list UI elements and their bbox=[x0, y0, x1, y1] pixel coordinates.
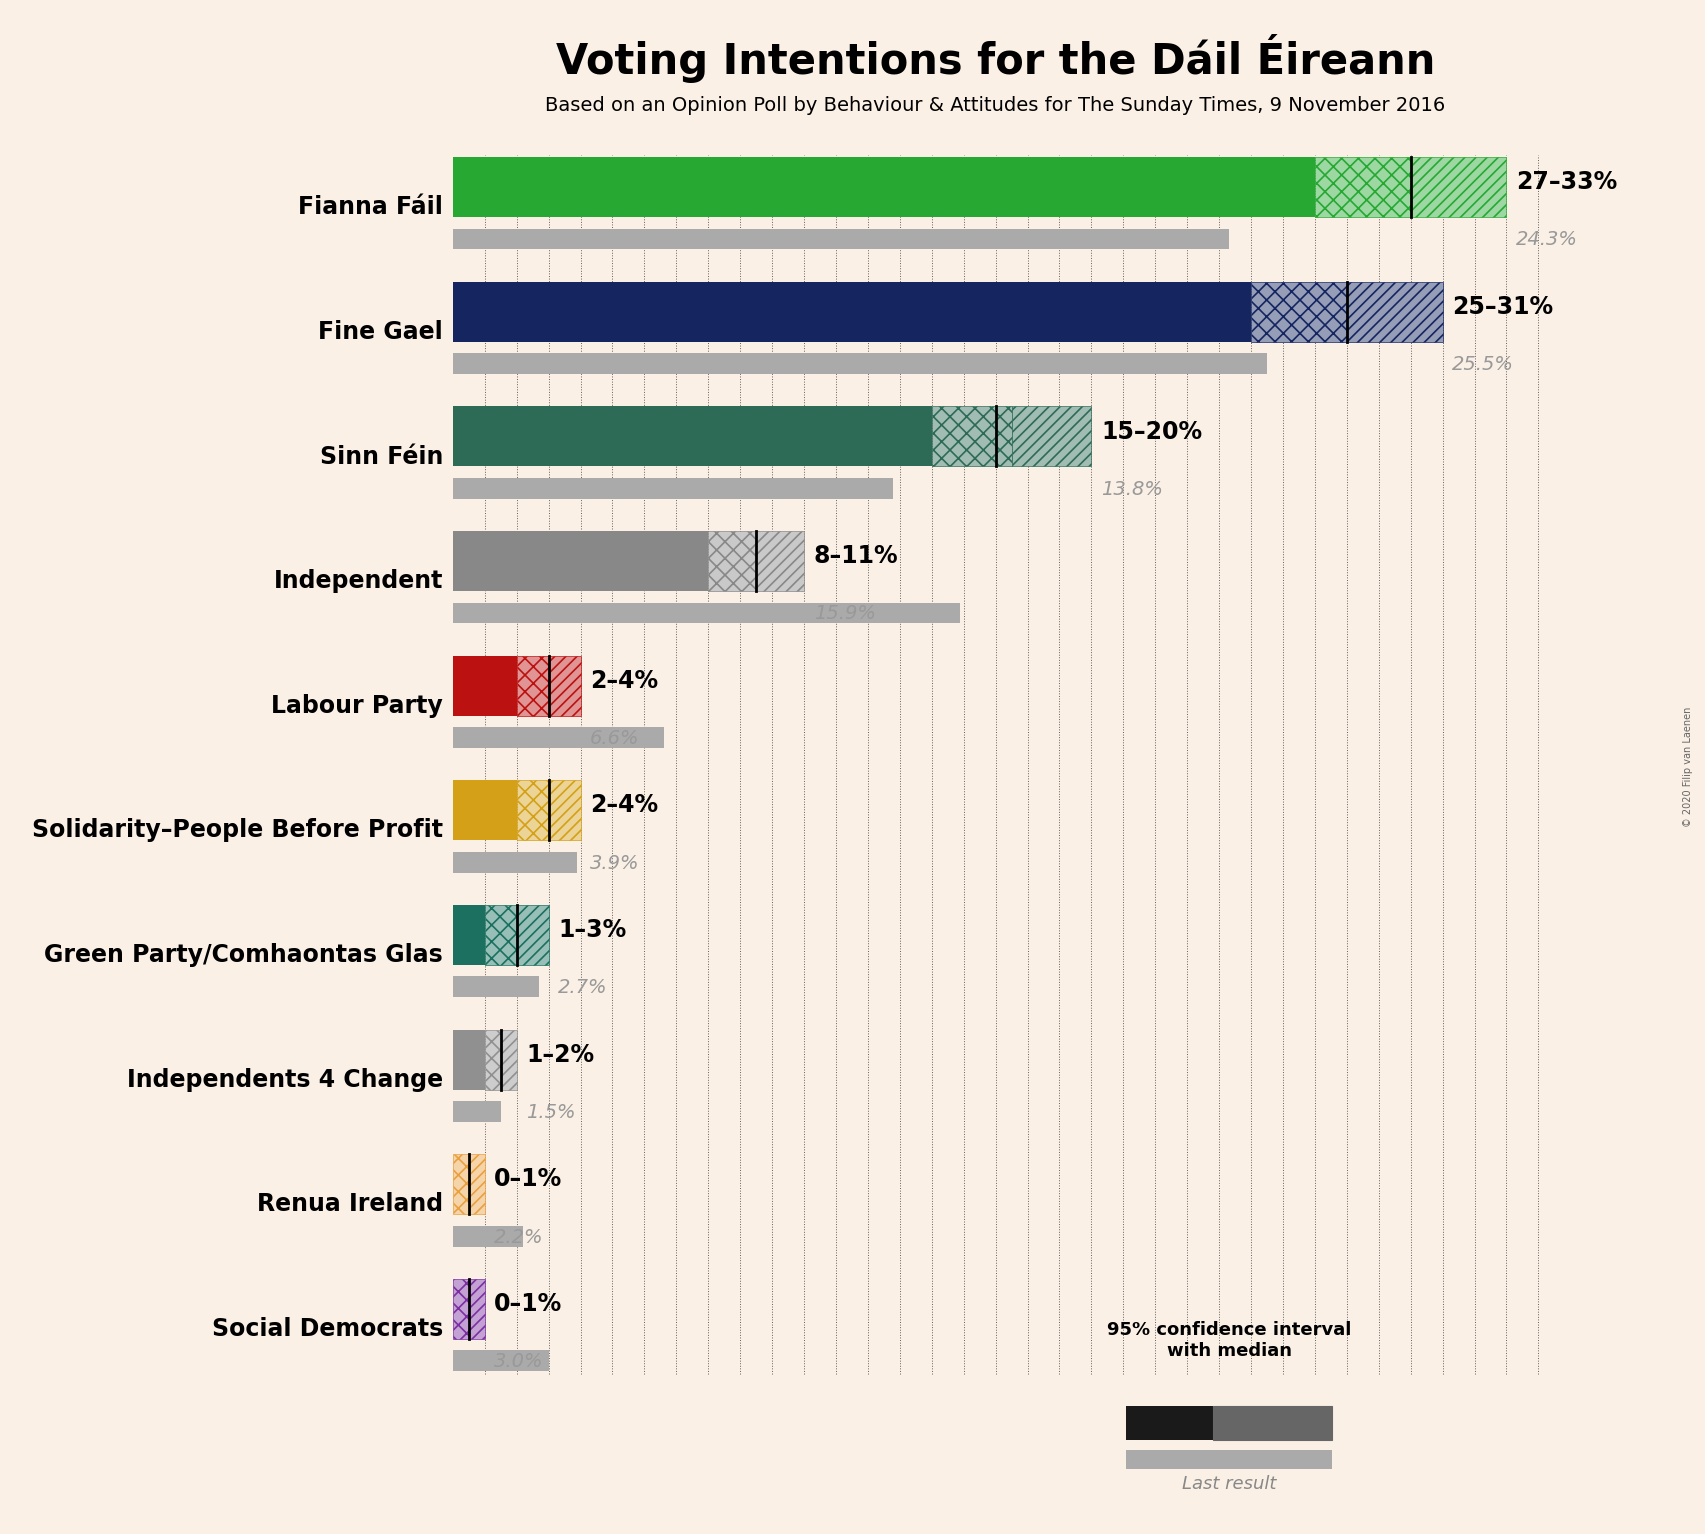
Bar bbox=[1347, 282, 1442, 342]
Bar bbox=[484, 1029, 501, 1089]
Bar bbox=[454, 977, 539, 997]
Bar bbox=[454, 531, 708, 591]
Text: Fine Gael: Fine Gael bbox=[319, 321, 443, 344]
Bar bbox=[454, 353, 1267, 374]
Bar bbox=[1251, 282, 1347, 342]
Text: 25.5%: 25.5% bbox=[1453, 356, 1514, 374]
Bar bbox=[454, 229, 1229, 250]
Bar bbox=[931, 407, 1011, 466]
Text: 2.7%: 2.7% bbox=[558, 979, 607, 997]
Bar bbox=[454, 603, 960, 623]
Bar bbox=[454, 1029, 484, 1089]
Text: 6.6%: 6.6% bbox=[590, 729, 639, 749]
Bar bbox=[454, 905, 484, 965]
Bar bbox=[1315, 156, 1410, 216]
Text: 0–1%: 0–1% bbox=[494, 1292, 563, 1316]
Bar bbox=[1125, 1405, 1212, 1440]
Bar bbox=[469, 1154, 484, 1215]
Bar bbox=[454, 1279, 469, 1339]
Text: Green Party/Comhaontas Glas: Green Party/Comhaontas Glas bbox=[44, 943, 443, 966]
Bar bbox=[454, 479, 893, 499]
Bar bbox=[1410, 156, 1507, 216]
Bar bbox=[454, 1154, 469, 1215]
Text: Based on an Opinion Poll by Behaviour & Attitudes for The Sunday Times, 9 Novemb: Based on an Opinion Poll by Behaviour & … bbox=[546, 95, 1446, 115]
Text: 3.0%: 3.0% bbox=[494, 1353, 544, 1371]
Bar bbox=[454, 781, 517, 841]
Text: Solidarity–People Before Profit: Solidarity–People Before Profit bbox=[32, 819, 443, 842]
Text: Labour Party: Labour Party bbox=[271, 693, 443, 718]
Text: 8–11%: 8–11% bbox=[813, 545, 899, 568]
Bar bbox=[454, 282, 1251, 342]
Bar bbox=[549, 655, 580, 716]
Bar bbox=[1125, 1450, 1332, 1470]
Text: Sinn Féin: Sinn Féin bbox=[321, 445, 443, 468]
Text: 25–31%: 25–31% bbox=[1453, 295, 1553, 319]
Text: 15.9%: 15.9% bbox=[813, 604, 875, 623]
Bar bbox=[469, 1279, 484, 1339]
Bar bbox=[517, 655, 549, 716]
Text: Renua Ireland: Renua Ireland bbox=[257, 1192, 443, 1216]
Bar bbox=[454, 851, 578, 873]
Bar bbox=[1272, 1405, 1332, 1440]
Text: 1.5%: 1.5% bbox=[527, 1103, 576, 1121]
Bar bbox=[454, 1226, 523, 1247]
Text: 24.3%: 24.3% bbox=[1516, 230, 1577, 250]
Bar bbox=[454, 1350, 549, 1371]
Bar bbox=[549, 781, 580, 841]
Bar bbox=[517, 781, 549, 841]
Bar bbox=[1011, 407, 1091, 466]
Text: 2–4%: 2–4% bbox=[590, 669, 658, 693]
Bar bbox=[454, 655, 517, 716]
Bar bbox=[454, 727, 663, 749]
Text: 13.8%: 13.8% bbox=[1101, 480, 1163, 499]
Text: 2.2%: 2.2% bbox=[494, 1227, 544, 1247]
Text: Independents 4 Change: Independents 4 Change bbox=[128, 1068, 443, 1092]
Bar bbox=[454, 156, 1315, 216]
Text: 0–1%: 0–1% bbox=[494, 1167, 563, 1192]
Text: 3.9%: 3.9% bbox=[590, 854, 639, 873]
Text: 27–33%: 27–33% bbox=[1516, 170, 1618, 195]
Text: Voting Intentions for the Dáil Éireann: Voting Intentions for the Dáil Éireann bbox=[556, 34, 1436, 83]
Text: 1–2%: 1–2% bbox=[527, 1043, 595, 1066]
Bar bbox=[708, 531, 755, 591]
Bar bbox=[755, 531, 805, 591]
Text: Fianna Fáil: Fianna Fáil bbox=[298, 195, 443, 219]
Text: 2–4%: 2–4% bbox=[590, 793, 658, 818]
Bar bbox=[1212, 1405, 1272, 1440]
Text: Independent: Independent bbox=[275, 569, 443, 594]
Bar bbox=[484, 905, 517, 965]
Text: 95% confidence interval
with median: 95% confidence interval with median bbox=[1107, 1321, 1350, 1359]
Text: © 2020 Filip van Laenen: © 2020 Filip van Laenen bbox=[1683, 707, 1693, 827]
Text: 1–3%: 1–3% bbox=[558, 919, 626, 942]
Bar bbox=[454, 407, 931, 466]
Bar bbox=[454, 1101, 501, 1121]
Text: Last result: Last result bbox=[1182, 1474, 1277, 1493]
Bar bbox=[501, 1029, 517, 1089]
Bar bbox=[517, 905, 549, 965]
Text: Social Democrats: Social Democrats bbox=[211, 1318, 443, 1341]
Text: 15–20%: 15–20% bbox=[1101, 419, 1202, 443]
